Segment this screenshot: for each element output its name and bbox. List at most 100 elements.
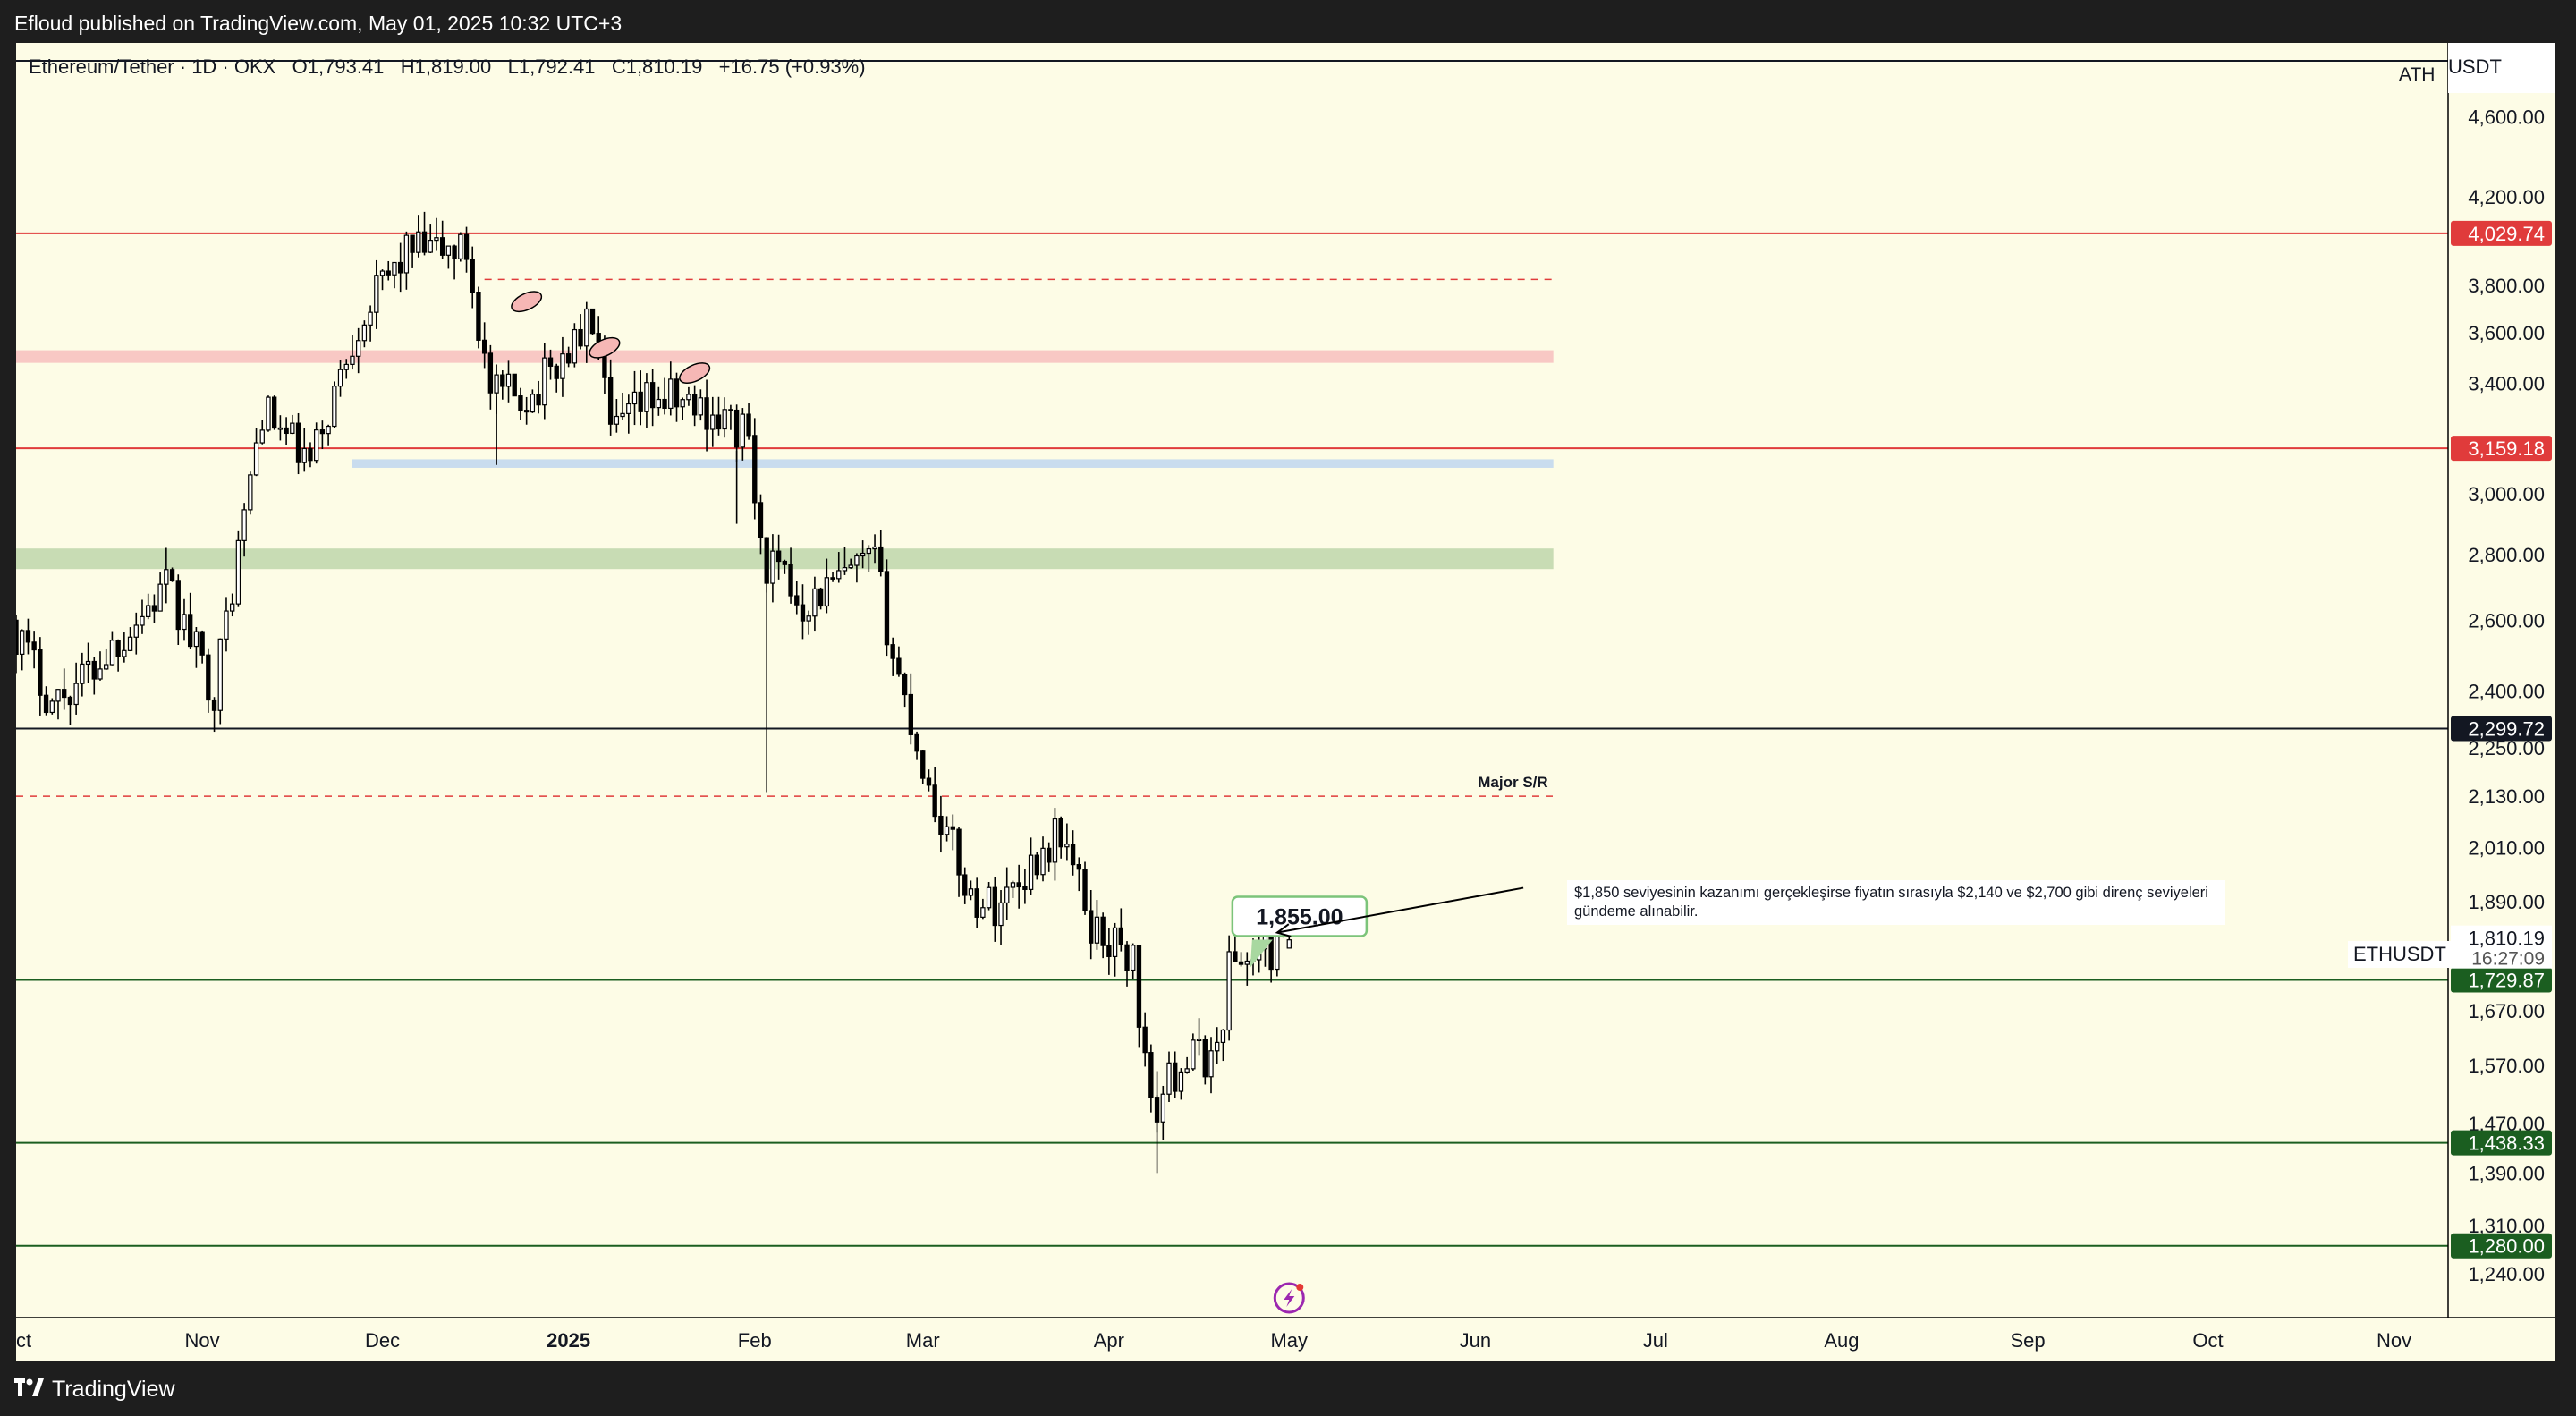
candle-4: [38, 637, 43, 716]
candle-body: [410, 234, 415, 253]
candle-body: [73, 683, 79, 706]
candle-105: [644, 373, 649, 428]
candle-body: [319, 429, 326, 435]
candle-189: [1148, 1044, 1154, 1113]
candle-103: [631, 370, 638, 426]
candle-body: [397, 261, 403, 274]
candle-body: [1160, 1093, 1165, 1123]
current-price-label: 1,810.19: [2468, 928, 2545, 950]
candle-129: [788, 547, 793, 604]
levels-layer: Major S/R: [16, 59, 2448, 1247]
candle-41: [259, 420, 265, 445]
candle-108: [662, 377, 667, 415]
candle-body: [206, 654, 211, 701]
candle-161: [980, 898, 986, 920]
candle-body: [1196, 1039, 1202, 1042]
candle-39: [248, 471, 253, 515]
candle-156: [950, 814, 955, 851]
candle-83: [512, 373, 517, 397]
currency-label[interactable]: USDT: [2448, 55, 2502, 78]
candle-173: [1052, 808, 1058, 881]
candle-77: [476, 286, 481, 349]
candle-body: [97, 668, 103, 680]
candle-151: [920, 750, 926, 784]
target-label: 1,855.00: [1256, 905, 1343, 930]
candle-body: [25, 630, 31, 643]
candle-116: [710, 396, 716, 447]
ath-label: ATH: [2399, 64, 2436, 85]
candle-body: [1178, 1071, 1184, 1092]
candle-68: [421, 211, 428, 256]
candle-body: [308, 447, 313, 462]
candle-body: [1052, 818, 1058, 863]
candle-112: [686, 386, 691, 406]
candle-body: [67, 696, 73, 706]
candle-85: [523, 396, 530, 425]
candle-body: [950, 826, 955, 830]
x-tick-label-10: Aug: [1824, 1329, 1859, 1352]
y-tick-label-13: 1,670.00: [2468, 1000, 2545, 1022]
candle-13: [91, 657, 97, 695]
candle-body: [560, 353, 565, 379]
candle-body: [188, 614, 193, 648]
candle-body: [836, 570, 842, 580]
candle-187: [1136, 945, 1142, 1048]
candle-199: [1208, 1037, 1214, 1094]
symbol-legend[interactable]: Ethereum/Tether · 1D · OKX O1,793.41 H1,…: [29, 55, 866, 78]
candle-body: [361, 324, 368, 342]
candle-54: [337, 360, 343, 397]
candle-136: [830, 572, 835, 582]
right-frame: [2555, 43, 2576, 1361]
candle-43: [272, 395, 277, 430]
candle-body: [523, 410, 530, 413]
candle-body: [686, 394, 691, 401]
candle-8: [62, 668, 67, 710]
zones-layer: [16, 350, 1554, 570]
candle-body: [146, 605, 151, 617]
candle-body: [812, 588, 818, 617]
candle-body: [211, 699, 217, 711]
candle-107: [656, 386, 662, 416]
candle-195: [1184, 1056, 1190, 1074]
candle-body: [1082, 869, 1088, 911]
candle-body: [830, 577, 835, 580]
candle-body: [896, 657, 902, 675]
candle-93: [572, 323, 578, 368]
candle-34: [217, 638, 223, 725]
candle-143: [872, 534, 877, 564]
candle-body: [1004, 886, 1010, 904]
candle-body: [1148, 1052, 1154, 1098]
candle-45: [284, 417, 289, 445]
candle-body: [169, 569, 175, 581]
level-tag-label-5: 1,280.00: [2468, 1235, 2545, 1258]
candle-127: [775, 534, 782, 580]
candle-84: [518, 387, 523, 420]
candle-body: [151, 605, 157, 612]
candle-159: [968, 880, 974, 901]
candle-body: [242, 509, 247, 541]
candle-body: [656, 398, 662, 409]
candle-203: [1233, 932, 1238, 962]
candle-167: [1016, 864, 1021, 909]
candle-19: [127, 627, 133, 652]
target-pointer: [1250, 939, 1273, 968]
candle-body: [631, 391, 638, 405]
candle-body: [782, 560, 788, 565]
candle-body: [337, 369, 343, 387]
candle-body: [992, 886, 997, 927]
candle-192: [1166, 1051, 1172, 1102]
candle-109: [668, 361, 674, 416]
candle-body: [1202, 1039, 1208, 1078]
candle-57: [355, 327, 361, 374]
candle-body: [680, 399, 685, 408]
candle-17: [115, 639, 121, 672]
level-tag-3: [2451, 967, 2552, 993]
candle-118: [722, 397, 727, 438]
candle-body: [1142, 1026, 1148, 1054]
candle-149: [908, 673, 914, 745]
candle-body: [505, 373, 512, 387]
countdown-label: 16:27:09: [2471, 949, 2545, 970]
x-tick-label-7: May: [1270, 1329, 1308, 1352]
candle-body: [728, 409, 733, 411]
